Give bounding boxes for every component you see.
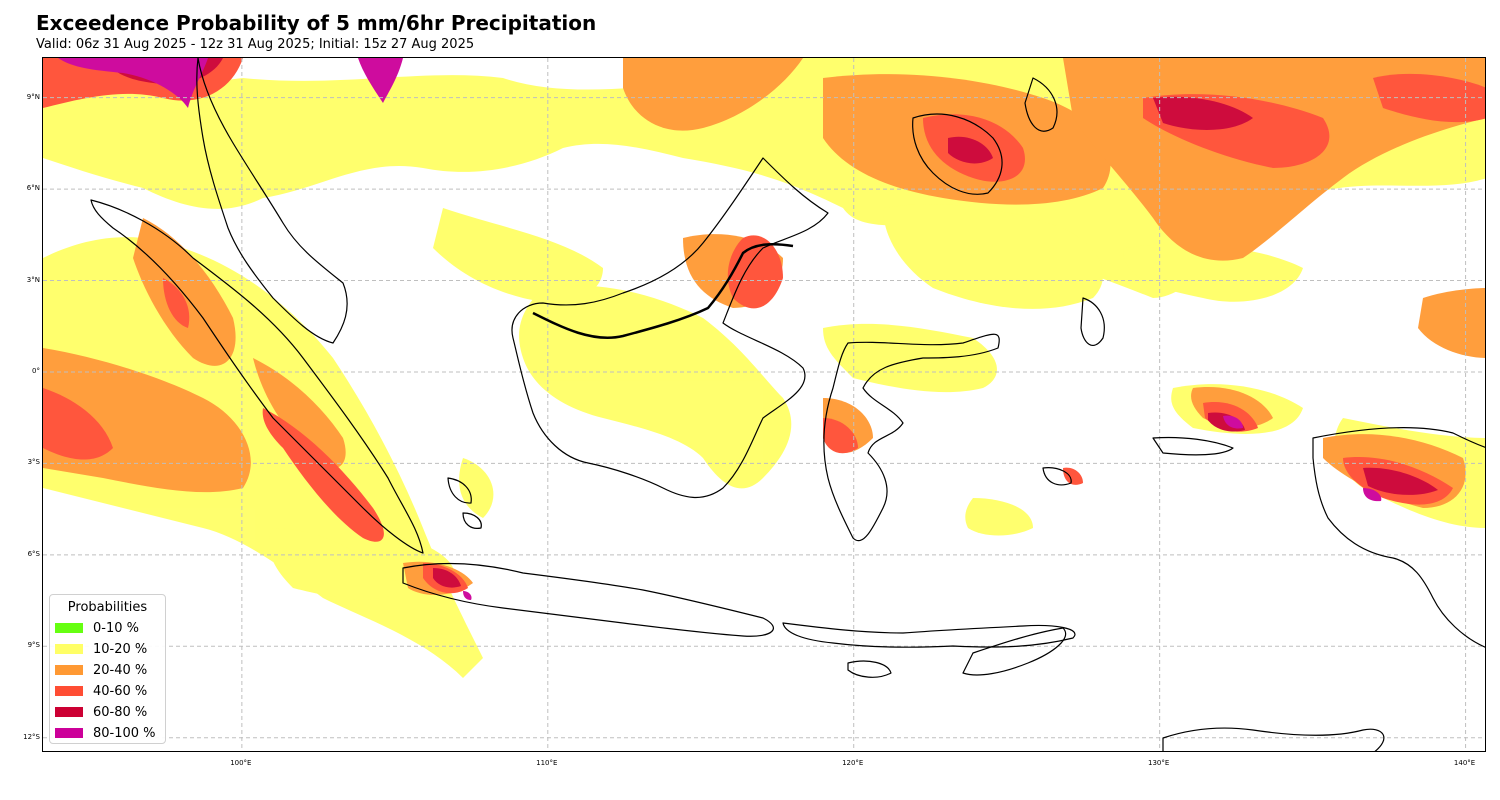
australia-coast bbox=[1162, 727, 1385, 751]
legend-item: 10-20 % bbox=[55, 640, 147, 658]
legend-label: 80-100 % bbox=[93, 725, 156, 741]
borneo-coast bbox=[511, 157, 829, 499]
legend-swatch bbox=[55, 686, 83, 696]
longitude-tick-label: 110°E bbox=[536, 759, 558, 767]
philippines-coast bbox=[912, 113, 1003, 195]
legend-swatch bbox=[55, 665, 83, 675]
halmahera-coast bbox=[1080, 297, 1105, 346]
coastlines bbox=[90, 58, 1485, 751]
timor-coast bbox=[962, 627, 1067, 676]
map-title: Exceedence Probability of 5 mm/6hr Preci… bbox=[36, 11, 597, 35]
map-svg bbox=[43, 58, 1485, 751]
longitude-tick-label: 140°E bbox=[1453, 759, 1476, 767]
map-subtitle: Valid: 06z 31 Aug 2025 - 12z 31 Aug 2025… bbox=[36, 37, 475, 52]
longitude-tick-label: 130°E bbox=[1147, 759, 1170, 767]
legend-item: 80-100 % bbox=[55, 724, 156, 742]
gridlines bbox=[43, 58, 1485, 751]
sumba-coast bbox=[847, 660, 892, 678]
latitude-tick-label: 3°S bbox=[27, 458, 40, 467]
probability-shading bbox=[43, 58, 1485, 678]
latitude-tick-label: 9°S bbox=[27, 641, 40, 650]
legend-item: 60-80 % bbox=[55, 703, 147, 721]
legend-label: 40-60 % bbox=[93, 683, 148, 699]
lesser-sunda-coast bbox=[782, 622, 1076, 648]
legend-label: 0-10 % bbox=[93, 620, 139, 636]
sumatra-coast bbox=[90, 199, 424, 554]
legend-swatch bbox=[55, 707, 83, 717]
legend-swatch bbox=[55, 644, 83, 654]
mindanao-coast bbox=[1024, 77, 1058, 132]
map-canvas bbox=[42, 57, 1486, 752]
bangka-coast bbox=[447, 477, 472, 504]
malay-peninsula-coast bbox=[196, 58, 348, 344]
new-guinea-coast bbox=[1312, 426, 1485, 648]
belitung-coast bbox=[462, 512, 482, 529]
sulawesi-coast bbox=[823, 333, 1000, 542]
java-coast bbox=[402, 562, 774, 637]
latitude-tick-label: 9°N bbox=[26, 92, 40, 101]
latitude-tick-label: 12°S bbox=[23, 732, 40, 741]
seram-coast bbox=[1152, 436, 1234, 456]
latitude-tick-label: 0° bbox=[32, 366, 40, 375]
borneo-border bbox=[532, 243, 794, 339]
legend-label: 10-20 % bbox=[93, 641, 148, 657]
legend: Probabilities 0-10 % 10-20 % 20-40 % 40-… bbox=[49, 594, 166, 744]
legend-label: 60-80 % bbox=[93, 704, 148, 720]
longitude-tick-label: 120°E bbox=[842, 759, 864, 767]
latitude-tick-label: 3°N bbox=[26, 275, 40, 284]
legend-swatch bbox=[55, 623, 83, 633]
longitude-tick-label: 100°E bbox=[230, 759, 252, 767]
legend-item: 40-60 % bbox=[55, 682, 147, 700]
latitude-tick-label: 6°N bbox=[26, 184, 40, 193]
legend-swatch bbox=[55, 728, 83, 738]
legend-item: 0-10 % bbox=[55, 619, 139, 637]
legend-title: Probabilities bbox=[67, 600, 148, 615]
latitude-tick-label: 6°S bbox=[27, 549, 40, 558]
legend-item: 20-40 % bbox=[55, 661, 147, 679]
legend-label: 20-40 % bbox=[93, 662, 148, 678]
buru-coast bbox=[1042, 467, 1072, 486]
shade-80-100 bbox=[58, 58, 1382, 600]
